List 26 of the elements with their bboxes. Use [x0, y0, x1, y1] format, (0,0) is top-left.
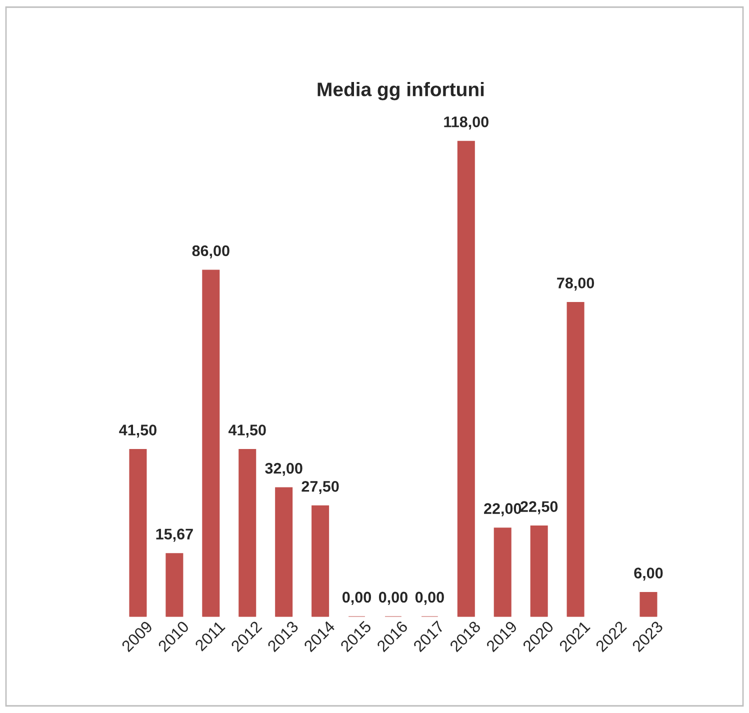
data-label: 41,50: [228, 424, 266, 438]
data-label: 78,00: [557, 278, 594, 291]
bar: [530, 526, 548, 617]
bar: [494, 528, 512, 617]
bar: [566, 302, 584, 617]
bar: [275, 487, 293, 617]
data-label: 86,00: [192, 245, 230, 258]
data-label: 0,00: [415, 592, 444, 605]
bar: [457, 140, 475, 617]
data-label: 27,50: [302, 481, 339, 494]
bar: [129, 449, 147, 617]
data-label: 22,00: [484, 503, 522, 516]
data-label: 22,50: [520, 501, 558, 514]
data-label: 32,00: [265, 462, 302, 476]
chart-title: Media gg infortuni: [318, 82, 484, 100]
data-label: 0,00: [342, 592, 372, 605]
data-label: 0,00: [378, 592, 408, 605]
bar: [640, 592, 658, 617]
bar: [312, 505, 330, 617]
bar: [238, 449, 256, 617]
data-label: 118,00: [444, 116, 488, 130]
data-label: 41,50: [119, 424, 156, 438]
data-label: 15,67: [156, 528, 193, 542]
bar: [166, 553, 184, 617]
bar: [202, 270, 220, 617]
data-label: 6,00: [634, 568, 663, 581]
